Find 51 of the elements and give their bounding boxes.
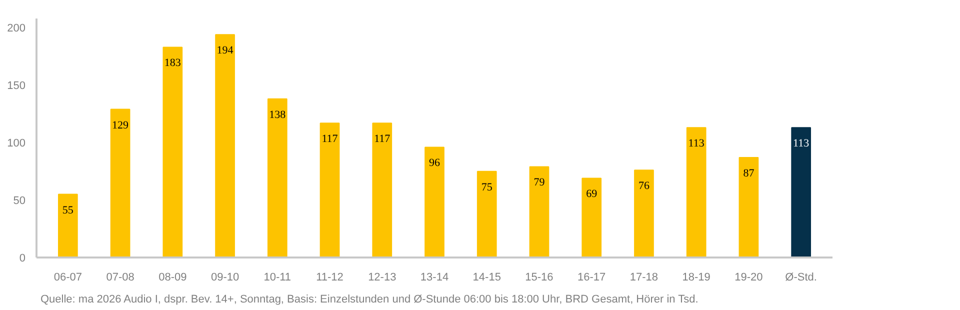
bar xyxy=(686,127,706,258)
bar xyxy=(529,166,550,258)
data-label: 96 xyxy=(429,157,440,170)
y-tick-label: 50 xyxy=(13,195,26,208)
data-label: 55 xyxy=(62,204,74,216)
data-label: 69 xyxy=(586,188,598,200)
x-tick-label: 14-15 xyxy=(472,272,501,284)
x-tick-label: 11-12 xyxy=(316,272,344,284)
source-note: Quelle: ma 2026 Audio I, dspr. Bev. 14+, Sonntag, Basis: Einzelstunden und Ø-Stunde 06:00 bis 18:00 Uhr, BRD Gesamt, Hörer in Tsd. xyxy=(40,294,698,306)
data-label: 194 xyxy=(216,44,234,57)
x-tick-label: 08-09 xyxy=(158,272,187,284)
data-label: 129 xyxy=(112,119,130,132)
y-tick-label: 0 xyxy=(19,252,26,264)
data-label: 75 xyxy=(481,181,493,194)
x-tick-label: 12-13 xyxy=(368,272,396,284)
data-label: 117 xyxy=(374,133,391,146)
x-tick-label: Ø-Std. xyxy=(785,272,817,284)
y-tick-label: 200 xyxy=(7,22,26,35)
bar xyxy=(267,98,288,258)
x-tick-label: 09-10 xyxy=(210,272,240,284)
bar xyxy=(582,178,602,258)
x-tick-label: 18-19 xyxy=(682,272,710,284)
x-tick-label: 06-07 xyxy=(54,272,82,284)
bar xyxy=(215,34,235,258)
bar xyxy=(738,157,759,258)
x-tick-label: 19-20 xyxy=(734,272,763,284)
x-tick-label: 10-11 xyxy=(264,272,292,284)
data-label: 113 xyxy=(793,138,810,150)
data-label: 113 xyxy=(688,138,705,150)
bar xyxy=(476,170,497,258)
bar xyxy=(634,170,654,258)
x-tick-label: 13-14 xyxy=(420,272,449,284)
bar xyxy=(58,194,78,258)
bar xyxy=(424,146,444,258)
x-tick-label: 15-16 xyxy=(525,272,554,284)
data-label: 138 xyxy=(269,108,286,121)
x-tick-label: 07-08 xyxy=(106,272,134,284)
y-tick-label: 150 xyxy=(7,80,26,92)
bar xyxy=(791,127,812,258)
bar xyxy=(110,108,130,258)
bar xyxy=(372,122,392,258)
data-label: 76 xyxy=(638,180,650,192)
y-tick-label: 100 xyxy=(7,138,26,150)
data-label: 87 xyxy=(743,168,755,180)
data-label: 183 xyxy=(164,57,182,70)
data-label: 79 xyxy=(534,176,546,189)
x-tick-label: 17-18 xyxy=(630,272,658,284)
bar xyxy=(162,46,183,258)
bar xyxy=(320,122,340,258)
data-label: 117 xyxy=(322,133,338,146)
x-tick-label: 16-17 xyxy=(578,272,606,284)
